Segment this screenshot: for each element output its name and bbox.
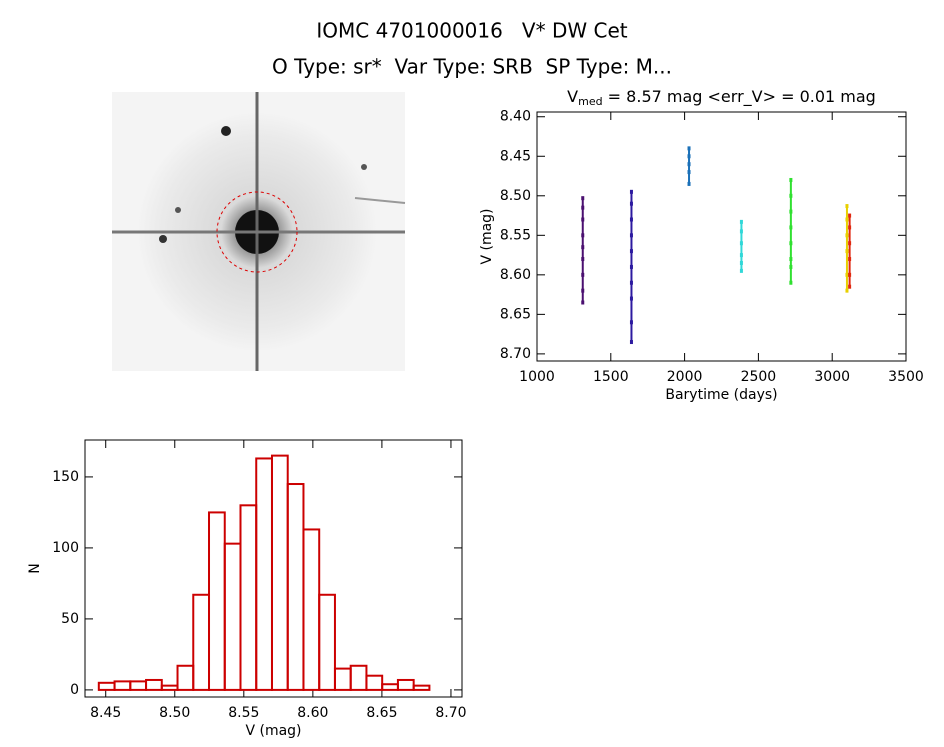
hist-bar: [412, 684, 431, 691]
y-tick-label: 8.65: [500, 306, 531, 322]
plot-title-part: V: [567, 87, 578, 106]
hist-bar: [113, 680, 132, 691]
plot-title: Vmed = 8.57 mag <err_V> = 0.01 mag: [567, 87, 876, 109]
title: IOMC 4701000016 V* DW Cet: [316, 19, 627, 43]
y-axis-label: V (mag): [479, 208, 495, 264]
x-tick-label: 2000: [667, 369, 703, 385]
y-axis-label: N: [27, 563, 43, 573]
plot-frame: [536, 111, 907, 362]
hist-bar: [192, 593, 211, 691]
hist-bar: [381, 683, 399, 691]
hist-bar: [302, 528, 321, 691]
hist-bar: [223, 542, 242, 691]
y-tick-label: 8.45: [500, 148, 531, 164]
x-tick-label: 8.60: [297, 705, 328, 721]
plot-frame: [84, 439, 463, 698]
x-tick-label: 3000: [814, 369, 850, 385]
hist-bar: [318, 593, 336, 691]
y-tick-label: 0: [70, 682, 79, 698]
hist-bar: [286, 483, 305, 691]
hist-bar: [333, 667, 352, 691]
hist-bar: [255, 457, 273, 691]
plot-title-part: med: [578, 95, 602, 108]
x-tick-label: 8.65: [366, 705, 397, 721]
x-tick-label: 8.55: [228, 705, 259, 721]
hist-bar: [239, 504, 258, 691]
y-tick-label: 8.60: [500, 267, 531, 283]
y-tick-label: 8.70: [500, 346, 531, 362]
y-tick-label: 8.40: [500, 109, 531, 125]
hist-bar: [349, 664, 368, 691]
y-tick-label: 8.50: [500, 188, 531, 204]
x-tick-label: 3500: [888, 369, 924, 385]
hist-bar: [270, 454, 289, 691]
hist-bar: [208, 511, 226, 691]
y-tick-label: 50: [61, 611, 79, 627]
plot-title-part: = 8.57 mag <err_V> = 0.01 mag: [603, 87, 876, 107]
x-axis-label: V (mag): [245, 723, 301, 739]
y-tick-label: 150: [52, 469, 79, 485]
hist-bar: [129, 680, 148, 691]
y-tick-label: 8.55: [500, 227, 531, 243]
x-tick-label: 1000: [519, 369, 555, 385]
x-axis-label: Barytime (days): [665, 387, 777, 403]
hist-bar: [365, 674, 384, 691]
hist-bar: [160, 684, 179, 691]
x-tick-label: 1500: [593, 369, 629, 385]
x-tick-label: 8.50: [159, 705, 190, 721]
hist-bar: [176, 664, 195, 691]
x-tick-label: 8.45: [90, 705, 121, 721]
hist-bar: [396, 678, 415, 691]
x-tick-label: 2500: [741, 369, 777, 385]
x-tick-label: 8.70: [435, 705, 466, 721]
hist-bar: [97, 681, 116, 691]
subtitle: O Type: sr* Var Type: SRB SP Type: M...: [272, 55, 672, 79]
hist-bar: [145, 678, 163, 691]
y-tick-label: 100: [52, 540, 79, 556]
sky-image: [112, 92, 406, 371]
